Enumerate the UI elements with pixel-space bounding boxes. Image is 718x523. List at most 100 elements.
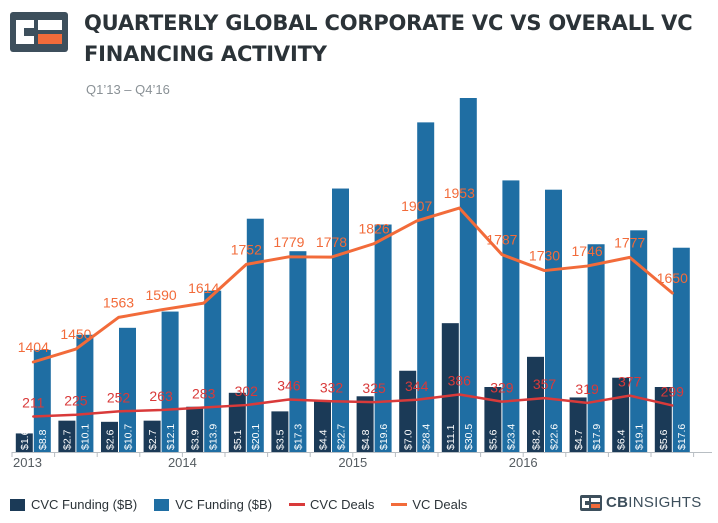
legend-label-vc-funding: VC Funding ($B) [175,497,273,512]
bar-cvc-funding [569,397,587,452]
label-cvc-funding: $2.7 [62,429,74,450]
label-cvc-funding: $5.1 [232,429,244,450]
label-cvc-deals: 346 [277,378,301,394]
label-vc-deals: 1777 [614,234,645,250]
label-vc-deals: 1404 [18,339,49,355]
bar-vc-funding [204,290,222,452]
label-cvc-funding: $4.7 [573,429,585,450]
bar-vc-funding [459,98,477,452]
label-vc-funding: $19.1 [634,424,646,450]
label-cvc-funding: $1.6 [19,429,31,450]
brand-wordmark: CB INSIGHTS [580,494,702,511]
bar-vc-funding [246,218,264,452]
label-cvc-funding: $3.5 [275,429,287,450]
label-cvc-funding: $4.8 [360,429,372,450]
bar-cvc-funding [271,411,289,452]
legend-swatch-vc-deals [391,503,408,506]
legend-item-cvc-deals: CVC Deals [289,497,374,512]
label-vc-deals: 1787 [486,232,517,248]
label-cvc-deals: 299 [661,383,685,399]
brand-cb: CB [606,494,629,511]
label-vc-funding: $19.6 [378,424,390,450]
label-vc-funding: $30.5 [463,424,475,450]
label-cvc-deals: 263 [149,388,173,404]
bar-vc-funding [417,122,435,452]
cb-insights-logo-icon [10,12,68,52]
legend-swatch-cvc-deals [289,503,306,506]
label-vc-deals: 1826 [359,221,390,237]
label-cvc-funding: $2.6 [104,429,116,450]
label-cvc-deals: 329 [490,380,514,396]
label-cvc-deals: 302 [235,383,259,399]
label-vc-funding: $13.9 [208,424,220,450]
label-cvc-deals: 252 [107,389,131,405]
chart-title: QUARTERLY GLOBAL CORPORATE VC VS OVERALL… [84,11,693,66]
label-vc-deals: 1907 [401,198,432,214]
label-vc-deals: 1730 [529,248,560,264]
bar-cvc-funding [15,433,33,452]
label-vc-deals: 1614 [188,280,219,296]
x-tick-label: 2014 [168,455,197,470]
label-cvc-deals: 332 [320,379,344,395]
label-vc-deals: 1752 [231,241,262,257]
bar-cvc-funding [58,420,76,452]
label-vc-deals: 1746 [572,243,603,259]
bar-vc-funding [374,224,392,452]
legend-label-vc-deals: VC Deals [412,497,468,512]
bar-cvc-funding [101,421,118,452]
label-vc-deals: 1778 [316,234,347,250]
label-cvc-deals: 225 [64,393,88,409]
label-cvc-funding: $11.1 [445,424,457,450]
bar-vc-funding [332,188,349,453]
line-layer: 1404 1450 1563 1590 1614 1752 1779 1778 1826 1907… [18,185,688,418]
bar-cvc-funding [228,392,246,452]
label-vc-funding: $17.3 [293,424,305,450]
label-vc-funding: $23.4 [506,424,518,450]
label-vc-deals: 1779 [273,234,304,250]
bar-vc-funding [502,180,520,452]
label-cvc-funding: $7.0 [403,429,415,450]
label-cvc-funding: $2.7 [147,429,159,450]
bar-cvc-funding [441,323,459,452]
label-cvc-funding: $6.4 [616,429,628,450]
legend-swatch-cvc-funding [10,498,25,511]
bar-vc-funding [587,244,605,452]
bar-vc-funding [672,247,690,452]
label-vc-deals: 1590 [146,287,177,303]
x-axis: 2013 2014 2015 2016 [11,452,712,470]
label-vc-funding: $22.7 [335,424,347,450]
legend-label-cvc-deals: CVC Deals [310,497,375,512]
label-cvc-deals: 325 [362,380,386,396]
label-cvc-funding: $4.4 [317,429,329,450]
bar-cvc-funding [314,400,331,452]
label-cvc-funding: $3.9 [190,429,202,450]
bar-cvc-funding [484,387,502,452]
label-cvc-deals: 319 [575,381,599,397]
label-vc-funding: $22.6 [548,424,560,450]
line-vc-deals [31,206,674,364]
bar-vc-funding [76,334,94,452]
brand-insights: INSIGHTS [628,494,702,511]
label-vc-funding: $8.8 [37,429,49,450]
label-vc-deals: 1953 [444,185,475,201]
label-vc-funding: $12.1 [165,424,177,450]
legend: CVC Funding ($B) VC Funding ($B) CVC Dea… [10,497,484,512]
bar-cvc-funding [399,370,417,452]
bar-cvc-funding [527,356,544,452]
label-cvc-funding: $5.6 [658,429,670,450]
label-cvc-deals: 283 [192,385,216,401]
label-vc-funding: $17.9 [591,424,603,450]
label-vc-funding: $10.1 [80,424,92,450]
label-cvc-funding: $8.2 [530,429,542,450]
chart-subtitle: Q1’13 – Q4’16 [86,82,170,97]
label-vc-funding: $10.7 [122,424,134,450]
legend-item-vc-deals: VC Deals [391,497,467,512]
bar-vc-funding [161,311,179,452]
label-cvc-deals: 211 [22,395,45,411]
label-cvc-deals: 357 [533,376,557,392]
label-vc-deals: 1563 [103,294,134,310]
x-tick-label: 2015 [338,455,367,470]
label-vc-funding: $20.1 [250,424,262,450]
x-tick-label: 2013 [13,455,42,470]
